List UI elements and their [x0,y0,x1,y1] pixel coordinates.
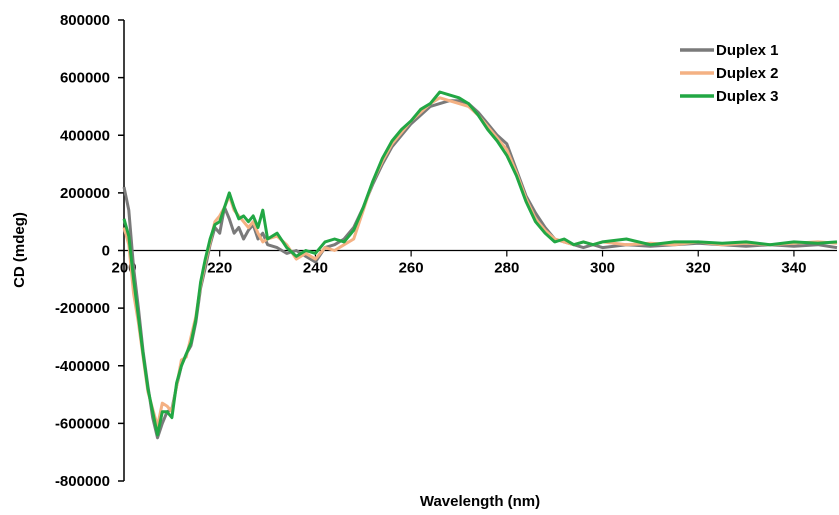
x-tick-label: 280 [494,260,519,277]
y-tick-label: 0 [102,243,110,260]
y-tick-label: -600000 [55,415,110,432]
x-tick-label: 220 [207,260,232,277]
y-tick-label: 800000 [60,12,110,29]
x-tick-label: 300 [590,260,615,277]
legend-label: Duplex 2 [716,65,779,82]
series-lines [122,90,838,440]
x-tick-label: 320 [686,260,711,277]
y-tick-label: -400000 [55,358,110,375]
legend-label: Duplex 3 [716,88,779,105]
x-tick-label: 340 [781,260,806,277]
y-tick-label: 400000 [60,127,110,144]
y-tick-label: 200000 [60,185,110,202]
y-tick-label: 600000 [60,70,110,87]
series-line-duplex-3 [122,90,838,437]
legend-label: Duplex 1 [716,42,779,59]
x-axis-ticks: 200 220 240 260 280 300 320 340 [111,250,806,277]
y-axis-title: CD (mdeg) [11,212,28,288]
y-axis-ticks: 800000 600000 400000 200000 0 -200000 -400000 -… [55,12,124,490]
legend: Duplex 1 Duplex 2 Duplex 3 [680,42,779,105]
x-tick-label: 260 [399,260,424,277]
x-tick-label: 240 [303,260,328,277]
x-axis-title: Wavelength (nm) [420,493,540,510]
y-tick-label: -800000 [55,473,110,490]
y-tick-label: -200000 [55,300,110,317]
